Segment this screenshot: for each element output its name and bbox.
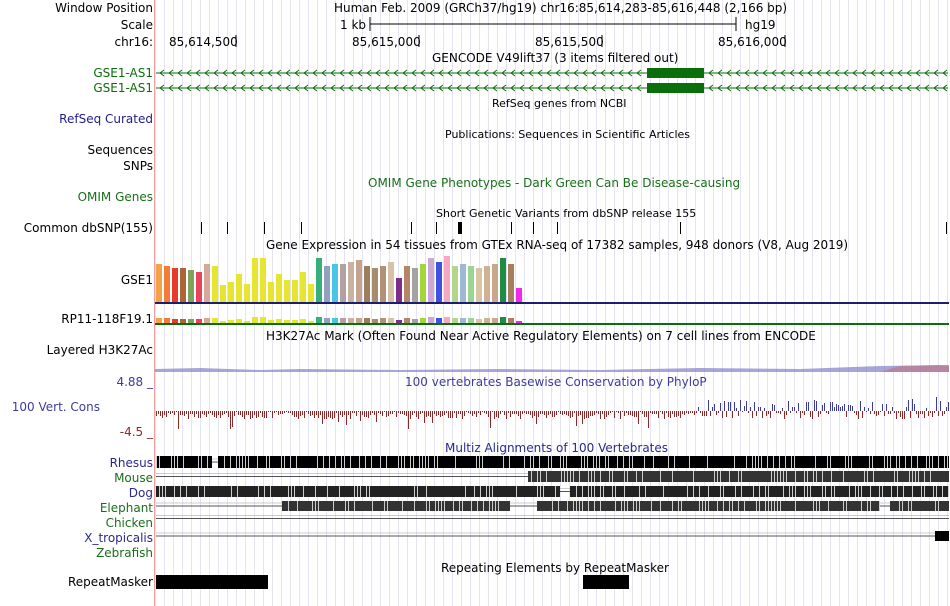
vert-cons-label[interactable]: 100 Vert. Cons: [11, 400, 100, 414]
ruler-tick-3: 85,615,500: [535, 35, 604, 49]
dbsnp-track-title: Short Genetic Variants from dbSNP releas…: [436, 207, 697, 220]
phylop-track-title: 100 vertebrates Basewise Conservation by…: [405, 375, 707, 389]
gencode-gene-2[interactable]: [156, 83, 948, 93]
multiz-track-title: Multiz Alignments of 100 Vertebrates: [445, 441, 669, 455]
window-position-label: Window Position: [55, 1, 153, 15]
species-label-dog[interactable]: Dog: [128, 486, 153, 500]
species-label-mouse[interactable]: Mouse: [114, 471, 153, 485]
species-label-rhesus[interactable]: Rhesus: [109, 456, 153, 470]
gse1-gtex-label[interactable]: GSE1: [120, 273, 153, 287]
window-position-text: Human Feb. 2009 (GRCh37/hg19) chr16:85,6…: [334, 1, 788, 15]
omim-track-title: OMIM Gene Phenotypes - Dark Green Can Be…: [368, 176, 741, 190]
phylop-min-label: -4.5 _: [119, 425, 153, 439]
gene-label-gse1-as1-2[interactable]: GSE1-AS1: [93, 81, 153, 95]
chromosome-label: chr16:: [114, 35, 153, 49]
repeat-element-2[interactable]: [583, 575, 629, 589]
ruler-tick-4: 85,616,000: [718, 35, 787, 49]
refseq-track-title: RefSeq genes from NCBI: [492, 97, 627, 110]
publications-track-title: Publications: Sequences in Scientific Ar…: [445, 128, 690, 141]
refseq-curated-label[interactable]: RefSeq Curated: [59, 112, 153, 126]
gencode-track-title: GENCODE V49lift37 (3 items filtered out): [432, 51, 679, 65]
gtex-gse1-bars[interactable]: [156, 256, 522, 302]
gtex-rp11-bars[interactable]: [156, 317, 522, 323]
repeat-element-1[interactable]: [156, 575, 268, 589]
dbsnp-variant-marks[interactable]: [201, 222, 947, 234]
layered-h3k27ac-label[interactable]: Layered H3K27Ac: [46, 343, 153, 357]
gene-label-gse1-as1-1[interactable]: GSE1-AS1: [93, 66, 153, 80]
rp11-gtex-label[interactable]: RP11-118F19.1: [61, 312, 153, 326]
species-label-zebrafish[interactable]: Zebrafish: [96, 546, 153, 560]
scale-bar-text: 1 kb: [340, 18, 367, 32]
repeatmasker-track-title: Repeating Elements by RepeatMasker: [441, 561, 669, 575]
assembly-text: hg19: [745, 18, 776, 32]
gtex-track-title: Gene Expression in 54 tissues from GTEx …: [266, 238, 849, 252]
ruler-tick-2: 85,615,000: [352, 35, 421, 49]
h3k27ac-track-title: H3K27Ac Mark (Often Found Near Active Re…: [266, 329, 816, 343]
h3k27ac-signal[interactable]: [155, 365, 949, 372]
repeatmasker-label[interactable]: RepeatMasker: [67, 575, 153, 589]
species-label-x-tropicalis[interactable]: X_tropicalis: [84, 531, 153, 545]
sequences-label[interactable]: Sequences: [87, 143, 153, 157]
snps-label[interactable]: SNPs: [123, 159, 153, 173]
gencode-gene-1[interactable]: [156, 68, 948, 78]
common-dbsnp-label[interactable]: Common dbSNP(155): [23, 221, 153, 235]
phylop-conservation-signal[interactable]: [156, 397, 949, 429]
phylop-max-label: 4.88 _: [116, 375, 153, 389]
omim-genes-label[interactable]: OMIM Genes: [77, 190, 153, 204]
species-label-chicken[interactable]: Chicken: [105, 516, 153, 530]
ruler-tick-1: 85,614,500: [169, 35, 238, 49]
species-label-elephant[interactable]: Elephant: [99, 501, 153, 515]
multiz-alignment-rows[interactable]: [156, 456, 949, 541]
scale-label: Scale: [120, 18, 153, 32]
label-divider: [154, 0, 155, 606]
